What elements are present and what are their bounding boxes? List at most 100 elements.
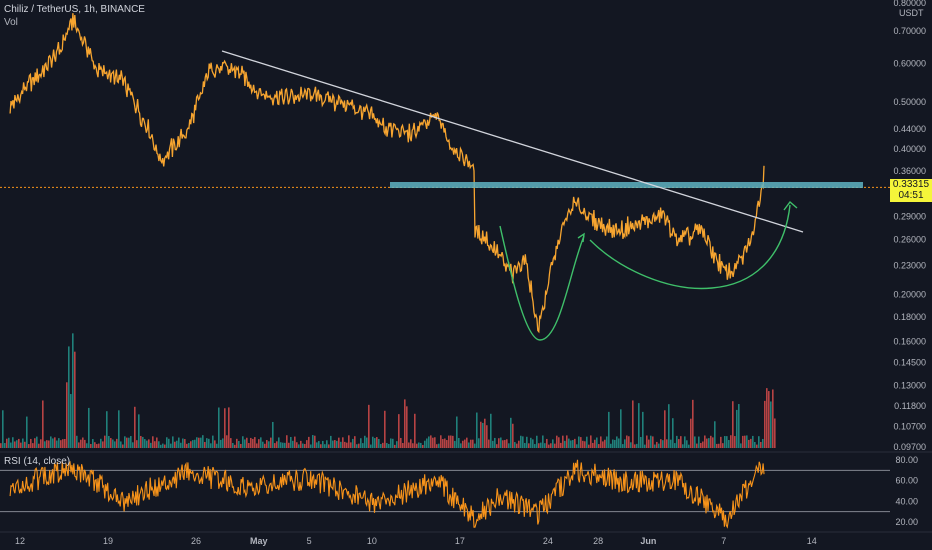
volume-bar <box>536 435 538 448</box>
volume-bar <box>40 439 42 448</box>
time-tick-label: 5 <box>307 536 312 546</box>
volume-bar <box>736 409 738 448</box>
volume-bar <box>154 441 156 448</box>
volume-bar <box>540 442 542 448</box>
volume-bar <box>512 423 514 448</box>
volume-bar <box>692 399 694 448</box>
volume-bar <box>210 443 212 448</box>
volume-bar <box>464 439 466 448</box>
volume-bar <box>64 438 66 448</box>
volume-bar <box>496 444 498 448</box>
volume-bar <box>374 438 376 448</box>
volume-bar <box>568 438 570 448</box>
volume-bar <box>508 443 510 448</box>
volume-bar <box>4 443 6 448</box>
volume-bar <box>306 440 308 448</box>
volume-bar <box>486 425 488 448</box>
volume-bar <box>184 439 186 448</box>
volume-label[interactable]: Vol <box>4 17 18 28</box>
volume-bar <box>198 437 200 448</box>
volume-bar <box>394 444 396 448</box>
price-tick-label: 0.36000 <box>893 166 926 176</box>
volume-bar <box>588 444 590 448</box>
volume-bar <box>522 436 524 448</box>
price-axis[interactable]: 0.80000 0.70000 0.60000 0.50000 0.44000 0.400… <box>893 0 926 452</box>
volume-bar <box>26 416 28 448</box>
volume-bar <box>112 439 114 448</box>
volume-bar <box>302 443 304 448</box>
volume-bar <box>720 436 722 448</box>
volume-bar <box>186 443 188 448</box>
volume-bar <box>606 436 608 448</box>
time-axis[interactable]: 12 19 26 May 5 10 17 24 28 Jun 7 14 <box>15 536 817 546</box>
volume-bar <box>308 436 310 448</box>
volume-bar <box>150 442 152 448</box>
volume-bar <box>662 440 664 448</box>
volume-bar <box>6 438 8 448</box>
volume-bar <box>168 438 170 448</box>
volume-bar <box>592 442 594 448</box>
volume-bar <box>48 440 50 448</box>
volume-bar <box>248 443 250 448</box>
volume-bar <box>622 444 624 448</box>
volume-bar <box>142 436 144 448</box>
volume-bar <box>478 438 480 448</box>
volume-bar <box>170 443 172 448</box>
volume-bar <box>408 442 410 448</box>
time-tick-label: 17 <box>455 536 465 546</box>
volume-bar <box>676 435 678 448</box>
volume-bar <box>434 437 436 448</box>
rsi-tick-label: 60.00 <box>895 476 918 486</box>
rsi-series <box>0 459 890 529</box>
volume-bar <box>246 437 248 448</box>
volume-bar <box>484 418 486 448</box>
volume-bar <box>348 435 350 448</box>
volume-bar <box>296 442 298 448</box>
volume-bar <box>352 438 354 448</box>
volume-bar <box>330 435 332 448</box>
volume-bar <box>332 440 334 448</box>
volume-bar <box>282 442 284 448</box>
volume-bar <box>584 441 586 448</box>
volume-bar <box>458 438 460 448</box>
volume-bar <box>698 436 700 448</box>
volume-bar <box>758 436 760 448</box>
volume-bar <box>684 436 686 448</box>
volume-bar <box>554 443 556 448</box>
volume-bar <box>320 444 322 448</box>
volume-bar <box>36 436 38 448</box>
volume-bar <box>580 437 582 448</box>
volume-bar <box>772 389 774 448</box>
volume-bar <box>548 444 550 448</box>
price-tick-label: 0.23000 <box>893 260 926 270</box>
volume-bar <box>192 440 194 448</box>
rsi-tick-label: 40.00 <box>895 496 918 506</box>
volume-bar <box>136 440 138 448</box>
volume-bar <box>472 439 474 448</box>
volume-bar <box>54 437 56 448</box>
volume-bar <box>386 443 388 448</box>
volume-bar <box>564 440 566 448</box>
rsi-label[interactable]: RSI (14, close) <box>4 456 71 467</box>
volume-bar <box>38 443 40 448</box>
volume-bar <box>744 435 746 448</box>
volume-bar <box>450 435 452 448</box>
price-tick-label: 0.40000 <box>893 144 926 154</box>
volume-bar <box>290 436 292 448</box>
symbol-title[interactable]: Chiliz / TetherUS, 1h, BINANCE <box>4 4 145 15</box>
volume-bar <box>498 438 500 448</box>
volume-bar <box>278 437 280 448</box>
volume-bar <box>432 437 434 448</box>
volume-bar <box>146 440 148 448</box>
volume-bar <box>240 443 242 448</box>
volume-bar <box>300 440 302 448</box>
drawings[interactable] <box>0 50 932 533</box>
volume-bar <box>344 441 346 448</box>
volume-bar <box>364 435 366 448</box>
volume-bar <box>726 436 728 448</box>
rsi-axis[interactable]: 80.00 60.00 40.00 20.00 <box>895 455 918 527</box>
volume-bar <box>616 436 618 448</box>
volume-bar <box>500 437 502 448</box>
volume-bar <box>354 436 356 448</box>
